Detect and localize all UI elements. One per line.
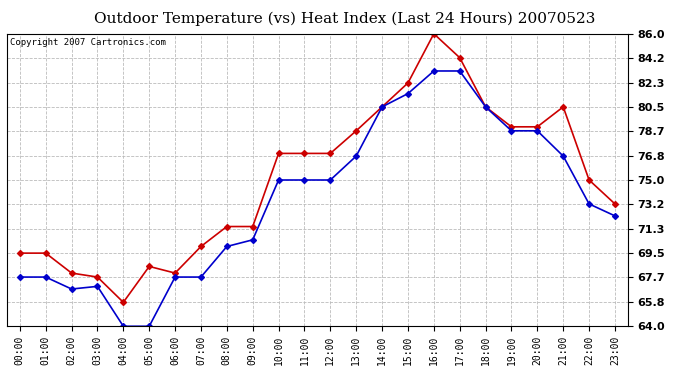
Text: Copyright 2007 Cartronics.com: Copyright 2007 Cartronics.com: [10, 38, 166, 47]
Text: Outdoor Temperature (vs) Heat Index (Last 24 Hours) 20070523: Outdoor Temperature (vs) Heat Index (Las…: [95, 11, 595, 26]
